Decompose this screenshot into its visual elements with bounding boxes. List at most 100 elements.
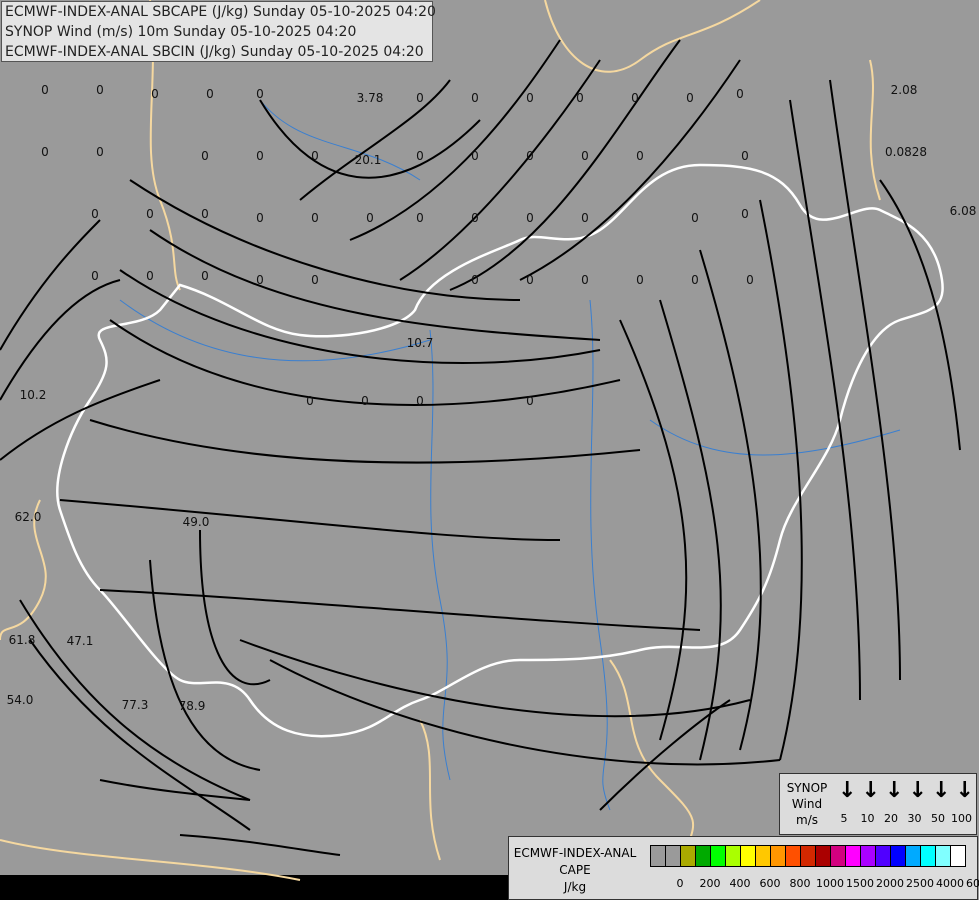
cape-value-label: 49.0	[183, 515, 210, 529]
cape-value-label: 0	[746, 273, 754, 287]
cape-value-label: 0	[691, 273, 699, 287]
cape-value-label: 54.0	[7, 693, 34, 707]
cape-value-label: 0	[311, 273, 319, 287]
color-swatch	[696, 846, 711, 866]
wind-speed-label: 5	[840, 812, 848, 825]
cape-value-label: 0	[361, 394, 369, 408]
cape-value-label: 0	[311, 149, 319, 163]
color-swatch	[651, 846, 666, 866]
cape-value-label: 0	[256, 211, 264, 225]
color-swatch	[801, 846, 816, 866]
color-swatch	[861, 846, 876, 866]
color-scale-tick: 2000	[876, 877, 904, 890]
cape-value-label: 62.0	[15, 510, 42, 524]
title-cape: ECMWF-INDEX-ANAL SBCAPE (J/kg) Sunday 05…	[5, 4, 436, 20]
color-swatch	[906, 846, 921, 866]
color-scale-tick: 600	[759, 877, 781, 890]
color-swatch	[831, 846, 846, 866]
cape-legend-label: CAPE	[559, 863, 591, 877]
cape-value-label: 0	[96, 83, 104, 97]
color-swatch	[741, 846, 756, 866]
cape-value-label: 0	[146, 207, 154, 221]
cape-value-label: 0	[581, 273, 589, 287]
cape-value-label: 0	[366, 211, 374, 225]
cape-value-label: 0	[151, 87, 159, 101]
color-swatch	[786, 846, 801, 866]
rivers	[119, 99, 901, 811]
cape-value-label: 77.3	[122, 698, 149, 712]
cape-value-label: 0	[41, 83, 49, 97]
color-scale	[650, 845, 966, 867]
color-swatch	[681, 846, 696, 866]
cape-value-label: 20.1	[355, 153, 382, 167]
arrow-down-icon: ↓	[955, 778, 974, 803]
color-swatch	[711, 846, 726, 866]
cape-value-label: 0	[146, 269, 154, 283]
cape-value-label: 0	[201, 149, 209, 163]
cape-value-label: 0	[201, 269, 209, 283]
color-swatch	[756, 846, 771, 866]
cape-value-label: 0	[471, 91, 479, 105]
cape-value-label: 10.2	[20, 388, 47, 402]
wind-legend: SYNOP Wind m/s ↓ 5 ↓ 10 ↓ 20 ↓ 30 ↓ 50 ↓ 100	[779, 773, 977, 835]
color-scale-tick: 2500	[906, 877, 934, 890]
cape-value-label: 0	[636, 149, 644, 163]
color-scale-tick: 4000	[936, 877, 964, 890]
title-cin: ECMWF-INDEX-ANAL SBCIN (J/kg) Sunday 05-…	[5, 44, 424, 60]
color-swatch	[816, 846, 831, 866]
cape-value-label: 0	[416, 91, 424, 105]
wind-speed-label: 10	[860, 812, 875, 825]
wind-speed-label: 50	[931, 812, 945, 825]
title-wind: SYNOP Wind (m/s) 10m Sunday 05-10-2025 0…	[5, 24, 357, 40]
color-swatch	[936, 846, 951, 866]
cape-value-label: 0	[201, 207, 209, 221]
cape-value-label: 0	[256, 273, 264, 287]
cape-value-label: 0	[576, 91, 584, 105]
cape-value-label: 0	[526, 273, 534, 287]
cape-value-label: 0	[741, 207, 749, 221]
cape-value-label: 0	[416, 211, 424, 225]
wind-speed-label: 20	[884, 812, 898, 825]
wind-legend-label: SYNOP	[786, 781, 828, 795]
wind-speed-label: 30	[907, 812, 922, 825]
cape-value-label: 0	[311, 211, 319, 225]
color-swatch	[891, 846, 906, 866]
cape-value-label: 0	[636, 273, 644, 287]
wind-legend-unit: m/s	[796, 813, 818, 827]
cape-value-label: 0.0828	[885, 145, 927, 159]
cape-value-label: 0	[206, 87, 214, 101]
color-scale-tick: 200	[699, 877, 721, 890]
cape-value-label: 0	[471, 273, 479, 287]
cape-value-label: 0	[526, 91, 534, 105]
wind-speed-label: 100	[951, 812, 972, 825]
cape-value-label: 0	[471, 211, 479, 225]
cape-value-label: 0	[256, 87, 264, 101]
cape-value-label: 0	[526, 394, 534, 408]
cape-value-labels: 3.78 20.1 10.7 10.2 62.0 49.0 61.8 47.1 54.0 77.3…	[7, 83, 977, 713]
cape-value-label: 47.1	[67, 634, 94, 648]
cape-value-label: 0	[416, 149, 424, 163]
arrow-down-icon: ↓	[885, 778, 904, 803]
cape-value-label: 0	[526, 211, 534, 225]
cape-value-label: 0	[581, 149, 589, 163]
color-scale-tick: 6000	[966, 877, 979, 890]
cape-value-label: 10.7	[407, 336, 434, 350]
color-swatch	[771, 846, 786, 866]
cape-legend-label: ECMWF-INDEX-ANAL	[513, 846, 637, 860]
wind-legend-label: Wind	[791, 797, 823, 811]
map-title-box: ECMWF-INDEX-ANAL SBCAPE (J/kg) Sunday 05…	[1, 1, 436, 62]
cape-value-label: 0	[96, 145, 104, 159]
arrow-down-icon: ↓	[932, 778, 951, 803]
arrow-down-icon: ↓	[838, 778, 857, 803]
cape-value-label: 0	[91, 207, 99, 221]
cape-value-label: 61.8	[9, 633, 36, 647]
cape-value-label: 2.08	[891, 83, 918, 97]
cape-legend-unit: J/kg	[563, 880, 587, 894]
cape-value-label: 0	[256, 149, 264, 163]
country-border	[56, 163, 944, 738]
neighbor-borders	[0, 0, 881, 881]
cape-value-label: 3.78	[357, 91, 384, 105]
cape-value-label: 78.9	[179, 699, 206, 713]
color-scale-tick: 1500	[846, 877, 874, 890]
